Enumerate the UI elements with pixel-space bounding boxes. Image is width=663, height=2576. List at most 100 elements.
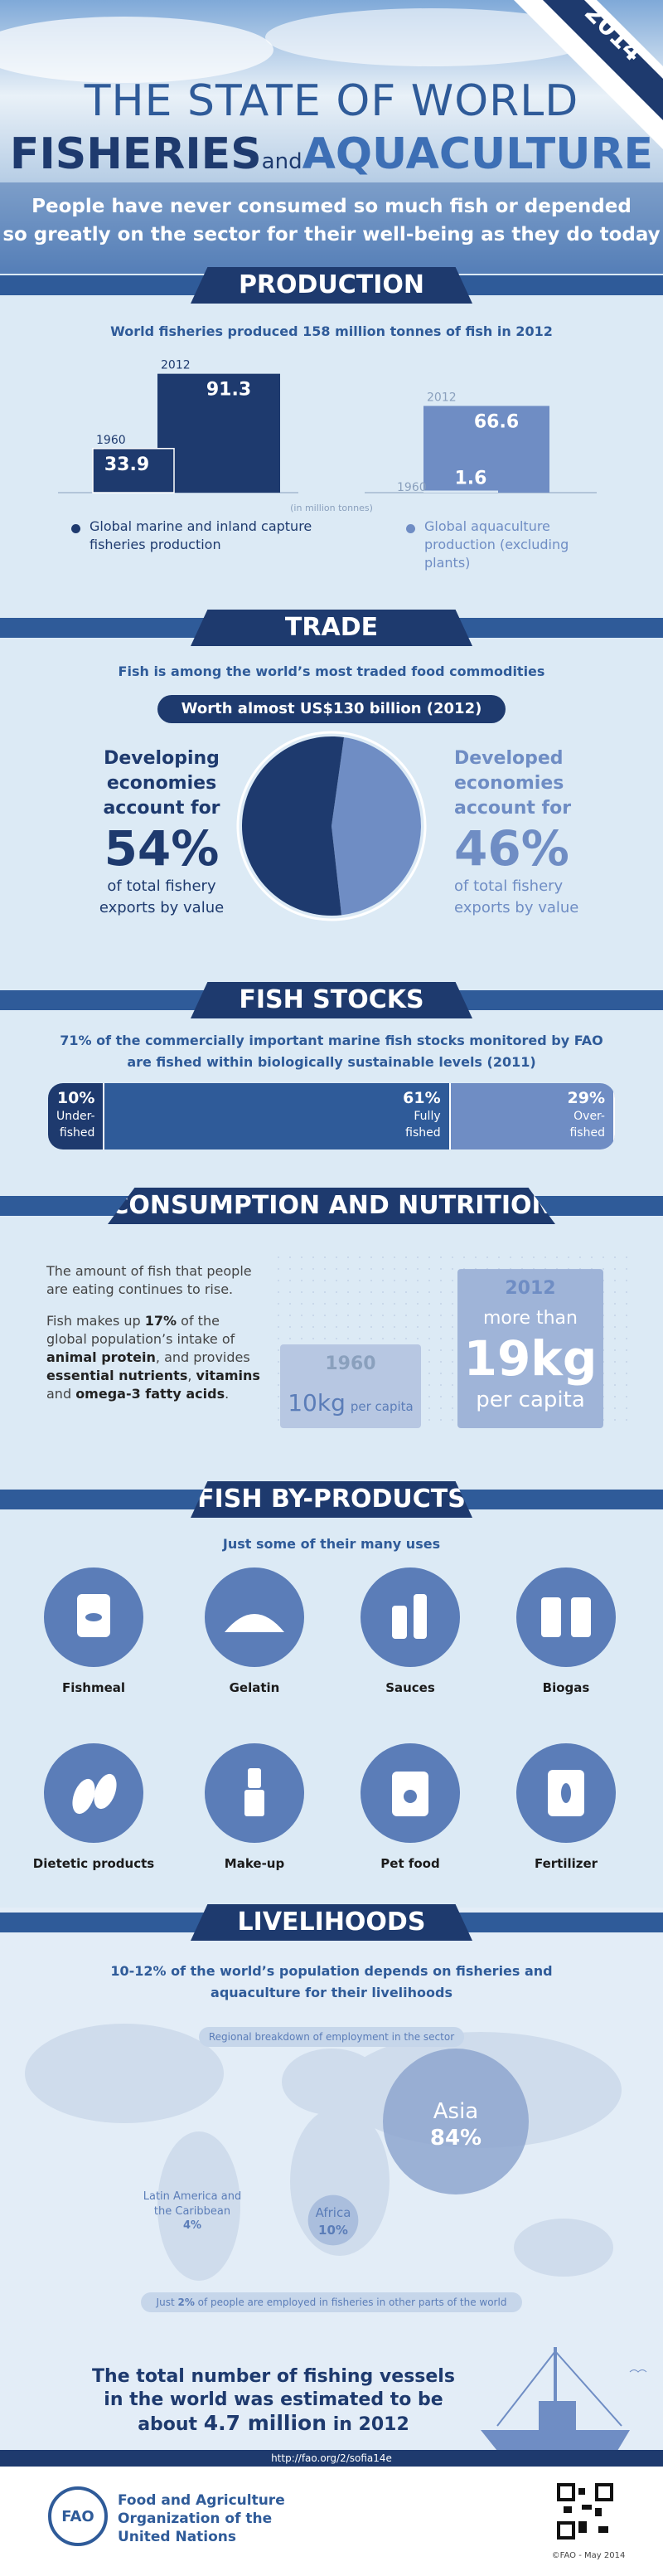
grid-dot [417,1326,419,1328]
grid-dot [498,1256,500,1258]
grid-dot [440,1303,442,1305]
lead: account for [454,798,572,819]
bar-value: 91.3 [206,380,251,401]
lead: Developed [454,748,564,769]
icon [361,1567,460,1667]
grid-dot [359,1256,361,1258]
grid-dot [452,1303,453,1305]
text-run: vitamins [196,1368,260,1383]
grid-dot [278,1303,279,1305]
section-heading: CONSUMPTION AND NUTRITION [108,1188,555,1224]
grid-dot [440,1419,442,1421]
grid-dot [324,1280,326,1281]
share: 46% [454,820,569,877]
grid-dot [405,1280,407,1281]
text-run: and [46,1386,76,1402]
grid-dot [544,1256,546,1258]
bar-year: 1960 [96,434,126,447]
line: Food and Agriculture [118,2492,285,2509]
consumption-text: The amount of fish that people are eatin… [46,1262,262,1403]
grid-dot [417,1256,419,1258]
grid-dot [278,1326,279,1328]
grid-dot [614,1291,616,1293]
grid-dot [289,1256,291,1258]
grid-dot [440,1280,442,1281]
stock-label: Fully [414,1110,441,1123]
grid-dot [440,1384,442,1386]
grid-dot [428,1291,430,1293]
grid-dot [591,1256,593,1258]
consumption-bar [457,1269,603,1428]
grid-dot [428,1338,430,1339]
grid-dot [382,1315,384,1316]
grid-dot [336,1303,337,1305]
section-subtitle: Fish is among the world’s most traded fo… [118,663,545,679]
grid-dot [428,1361,430,1363]
developed-block: Developed economies account for 46% of t… [454,746,653,919]
grid-dot [440,1396,442,1397]
grid-dot [336,1338,337,1339]
grid-dot [312,1280,314,1281]
grid-dot [626,1419,627,1421]
grid-dot [428,1349,430,1351]
icon-grid [44,1567,616,1843]
grid-dot [370,1256,372,1258]
legend-dot [406,524,415,533]
subtitle-line: People have never consumed so much fish … [31,196,632,217]
grid-dot [382,1256,384,1258]
grid-dot [428,1315,430,1316]
grid-dot [614,1280,616,1281]
grid-dot [614,1326,616,1328]
grid-dot [312,1303,314,1305]
grid-dot [417,1315,419,1316]
icon-label: Fertilizer [534,1856,598,1871]
grid-dot [289,1338,291,1339]
grid-dot [614,1256,616,1258]
grid-dot [370,1315,372,1316]
grid-dot [614,1419,616,1421]
grid-dot [336,1291,337,1293]
grid-dot [278,1315,279,1316]
text: 4.7 million [203,2411,327,2435]
grid-dot [614,1338,616,1339]
map-note: Just 2% of people are employed in fisher… [141,2292,522,2312]
grid-dot [289,1315,291,1316]
legend-dot [71,524,80,533]
lead: account for [103,798,220,819]
grid-dot [324,1268,326,1270]
tail: of total fishery [107,877,216,895]
grid-dot [336,1315,337,1316]
icon-label: Biogas [542,1680,590,1695]
subtitle-line: 10-12% of the world’s population depends… [110,1963,553,1979]
icon-label: Sauces [385,1680,435,1695]
grid-dot [417,1303,419,1305]
grid-dot [614,1373,616,1374]
text-run: of people are employed in fisheries in o… [194,2297,507,2308]
grid-dot [278,1338,279,1339]
section-banner: FISH BY-PRODUCTS [0,1481,663,1518]
grid-dot [556,1256,558,1258]
grid-dot [382,1280,384,1281]
grid-dot [405,1338,407,1339]
grid-dot [347,1268,349,1270]
url-bar: http://fao.org/2/sofia14e [0,2450,663,2467]
trade-badge: Worth almost US$130 billion (2012) [157,695,506,723]
text: in 2012 [327,2414,409,2435]
section-banner: CONSUMPTION AND NUTRITION [0,1188,663,1224]
grid-dot [405,1268,407,1270]
grid-dot [452,1268,453,1270]
icon-label: Gelatin [229,1680,280,1695]
title-word: AQUACULTURE [302,129,654,179]
grid-dot [394,1268,395,1270]
glyph [404,1790,417,1803]
vessel-illustration [481,2347,647,2451]
grid-dot [440,1256,442,1258]
grid-dot [428,1373,430,1374]
developing-block: Developing economies account for 54% of … [33,746,290,919]
grid-dot [301,1315,302,1316]
grid-dot [452,1396,453,1397]
icon [205,1567,304,1667]
grid-dot [278,1384,279,1386]
